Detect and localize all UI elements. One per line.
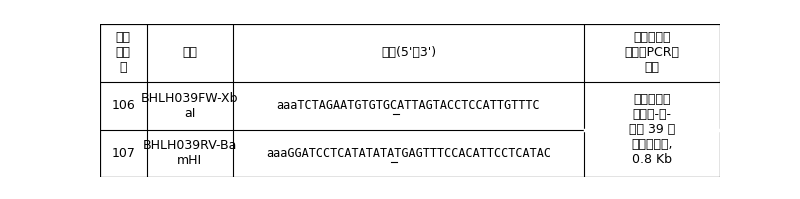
Text: aaaGGATCCTCATATATATGAGTTTCCACATTCCTCATAC: aaaGGATCCTCATATATATGAGTTTCCACATTCCTCATAC — [266, 147, 551, 160]
Text: 107: 107 — [111, 147, 135, 160]
Text: 名称: 名称 — [182, 47, 198, 60]
Text: BHLH039RV-Ba
mHI: BHLH039RV-Ba mHI — [142, 139, 237, 167]
Text: aaaTCTAGAATGTGTGCATTAGTACCTCCATTGTTTC: aaaTCTAGAATGTGTGCATTAGTACCTCCATTGTTTC — [277, 99, 540, 112]
Text: 序列
识别
号: 序列 识别 号 — [116, 31, 130, 74]
Text: 106: 106 — [111, 99, 135, 112]
Text: BHLH039FW-Xb
aI: BHLH039FW-Xb aI — [141, 92, 238, 120]
Text: 序列(5'至3'): 序列(5'至3') — [381, 47, 436, 60]
Text: 阿拉伯芥碑
性螺旋-环-
螺旋 39 完
全编码序列,
0.8 Kb: 阿拉伯芥碑 性螺旋-环- 螺旋 39 完 全编码序列, 0.8 Kb — [629, 93, 675, 166]
Text: 聚合酯链式
反应（PCR）
产物: 聚合酯链式 反应（PCR） 产物 — [624, 31, 679, 74]
